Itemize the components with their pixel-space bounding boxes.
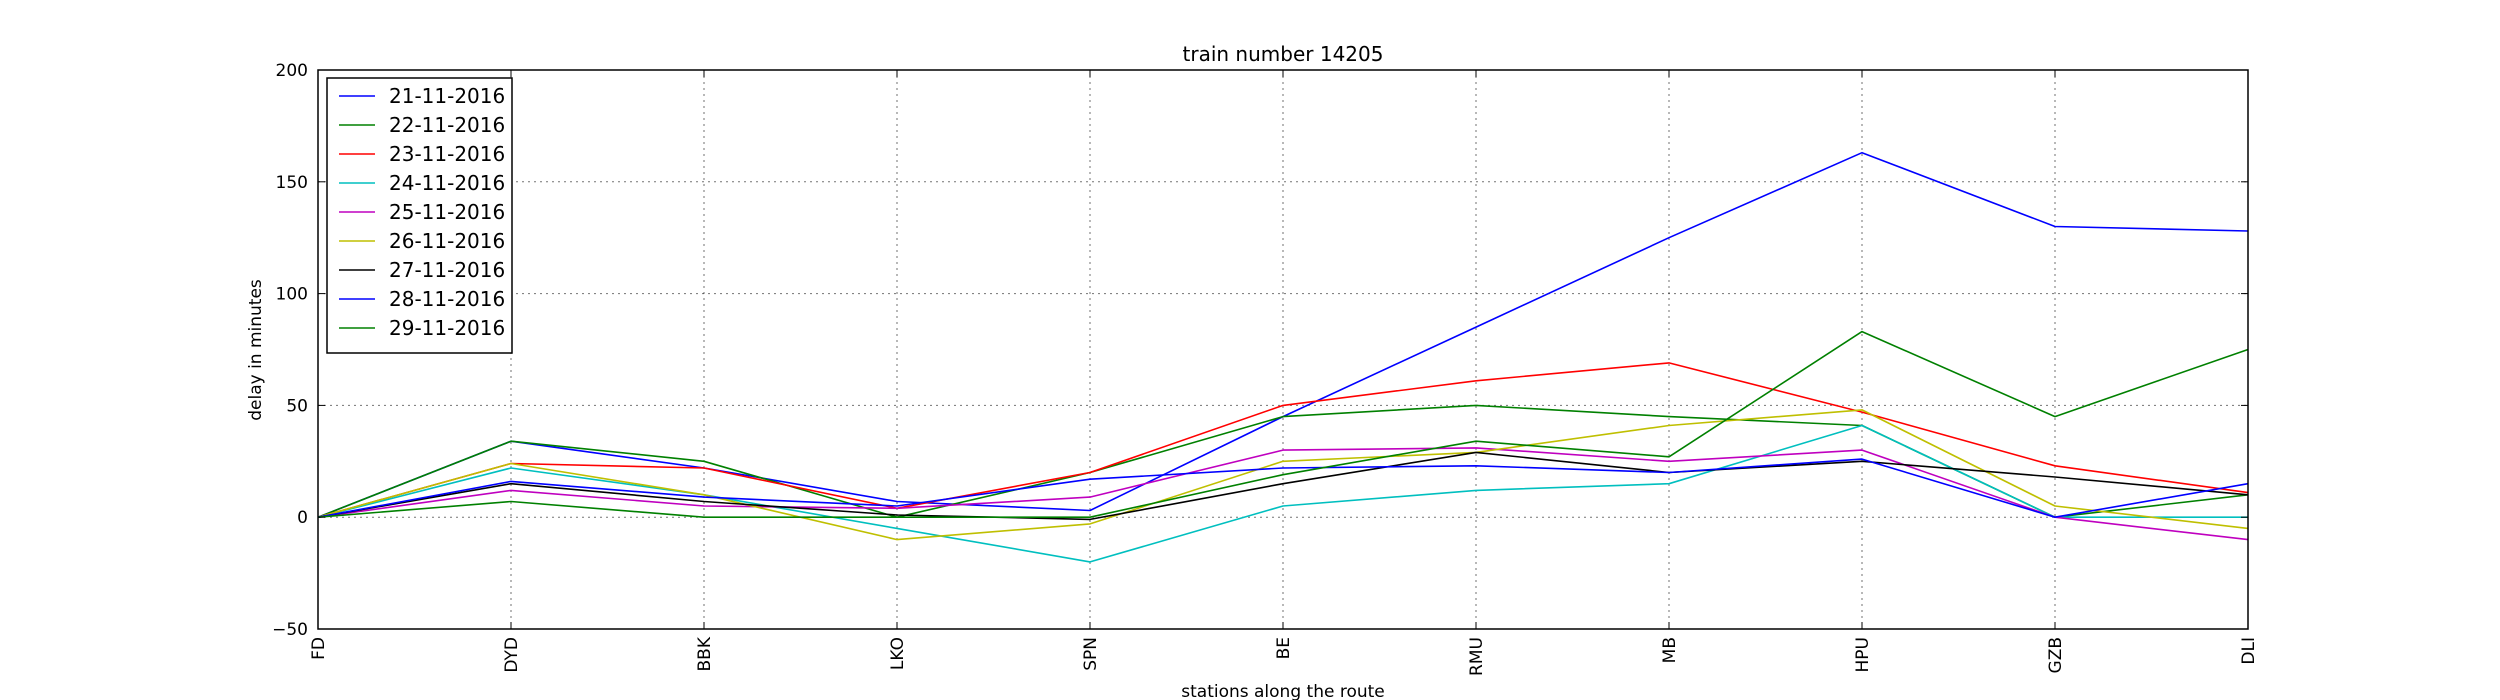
axis-ticks: FD DYD BBK LKO SPN BE RMU MB HPU GZB DLI −50 0 50 100 1… [272, 61, 2259, 676]
series-line-28-11-2016 [317, 458, 2249, 519]
legend-label: 22-11-2016 [389, 113, 505, 137]
y-axis-label: delay in minutes [246, 279, 266, 421]
legend-label: 23-11-2016 [389, 142, 505, 166]
series-line-27-11-2016 [317, 451, 2249, 521]
y-tick-label: 50 [286, 396, 308, 416]
x-tick-label: MB [1660, 637, 1680, 663]
series-line-23-11-2016 [317, 362, 2249, 518]
series-line-26-11-2016 [317, 409, 2249, 541]
legend-label: 27-11-2016 [389, 258, 505, 282]
x-tick-label: HPU [1853, 637, 1873, 672]
x-tick-label: SPN [1081, 637, 1101, 671]
grid-lines [318, 70, 2248, 629]
legend-label: 29-11-2016 [389, 316, 505, 340]
y-tick-label: 200 [276, 61, 308, 81]
x-tick-label: RMU [1467, 637, 1487, 676]
y-tick-label: 0 [297, 508, 308, 528]
x-tick-label: DLI [2239, 637, 2259, 665]
chart-title: train number 14205 [1183, 42, 1384, 66]
legend-label: 28-11-2016 [389, 287, 505, 311]
legend-box [326, 77, 513, 354]
y-tick-label: 100 [276, 285, 308, 305]
y-tick-label: 150 [276, 173, 308, 193]
series-line-25-11-2016 [317, 447, 2249, 541]
y-tick-label: −50 [272, 620, 308, 640]
legend-label: 26-11-2016 [389, 229, 505, 253]
x-tick-label: BBK [695, 636, 715, 671]
legend-label: 24-11-2016 [389, 171, 505, 195]
x-tick-label: DYD [502, 637, 522, 673]
x-tick-label: FD [309, 637, 329, 660]
x-axis-label: stations along the route [1181, 682, 1385, 700]
x-tick-label: LKO [888, 637, 908, 670]
legend: 21-11-2016 22-11-2016 23-11-2016 24-11-2016… [326, 77, 513, 354]
legend-label: 21-11-2016 [389, 84, 505, 108]
series-lines [317, 151, 2249, 563]
x-tick-label: GZB [2046, 637, 2066, 673]
legend-label: 25-11-2016 [389, 200, 505, 224]
series-line-29-11-2016 [317, 330, 2249, 519]
series-line-24-11-2016 [317, 424, 2248, 563]
x-tick-label: BE [1274, 637, 1294, 659]
